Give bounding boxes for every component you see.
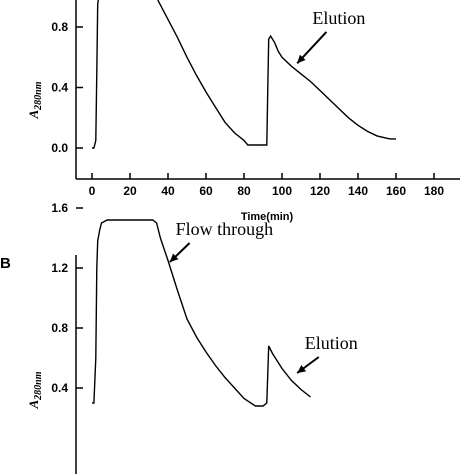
b-annotation-arrowhead	[297, 365, 307, 373]
panel-b-y-title-sub: 280nm	[33, 371, 44, 401]
panel-b-y-title: A280nm	[26, 371, 44, 409]
panel-a-annotations: Elution	[296, 8, 365, 64]
b-y-tick-label: 0.8	[51, 321, 68, 335]
b-y-tick-label: 1.2	[51, 261, 68, 275]
a-y-tick-label: 0.4	[51, 81, 68, 95]
b-y-tick-label: 0.4	[51, 381, 68, 395]
a-x-tick-label: 80	[237, 184, 251, 198]
panel-a-y-title-sub: 280nm	[33, 81, 44, 111]
a-annotation-arrowhead	[297, 54, 306, 64]
panel-a-x-title-unit: (min)	[266, 211, 293, 223]
panel-a-x-title: Time(min)	[241, 211, 294, 223]
a-y-tick-label: 0.8	[51, 20, 68, 34]
panel-a-x-title-main: Time	[241, 211, 266, 223]
a-y-tick-label: 0.0	[51, 141, 68, 155]
panel-a-series-line	[92, 0, 396, 149]
a-x-tick-label: 160	[386, 184, 406, 198]
a-x-tick-label: 60	[199, 184, 213, 198]
panel-b: B 0.4 0.8 1.2 1.6 Flow through Elution A280n…	[0, 201, 358, 474]
panel-a-y-title: A280nm	[26, 81, 44, 119]
panel-b-letter: B	[0, 255, 11, 272]
a-x-tick-label: 180	[424, 184, 444, 198]
panel-a-y-title-main: A	[26, 110, 41, 120]
a-x-tick-label: 140	[348, 184, 368, 198]
b-annotation-arrowhead	[169, 253, 179, 262]
b-y-tick-label: 1.6	[51, 201, 68, 215]
panel-b-series-line	[92, 219, 311, 407]
b-annotation-label: Elution	[305, 333, 358, 353]
a-x-tick-label: 120	[310, 184, 330, 198]
panel-b-y-title-main: A	[26, 400, 41, 410]
panel-a-x-ticks: 0 20 40 60 80 100 120 140 160 180	[89, 173, 444, 198]
a-x-tick-label: 40	[161, 184, 175, 198]
panel-a: 0 20 40 60 80 100 120 140 160 180 0.0 0.4 0.8 Eluti…	[26, 0, 460, 223]
panel-a-y-ticks: 0.0 0.4 0.8	[51, 20, 83, 155]
a-x-tick-label: 20	[123, 184, 137, 198]
b-annotation-label: Flow through	[176, 219, 274, 239]
panel-b-annotations: Flow through Elution	[169, 219, 358, 374]
a-x-tick-label: 0	[89, 184, 96, 198]
a-x-tick-label: 100	[272, 184, 292, 198]
a-annotation-label: Elution	[312, 8, 365, 28]
panel-b-y-ticks: 0.4 0.8 1.2 1.6	[51, 201, 83, 395]
